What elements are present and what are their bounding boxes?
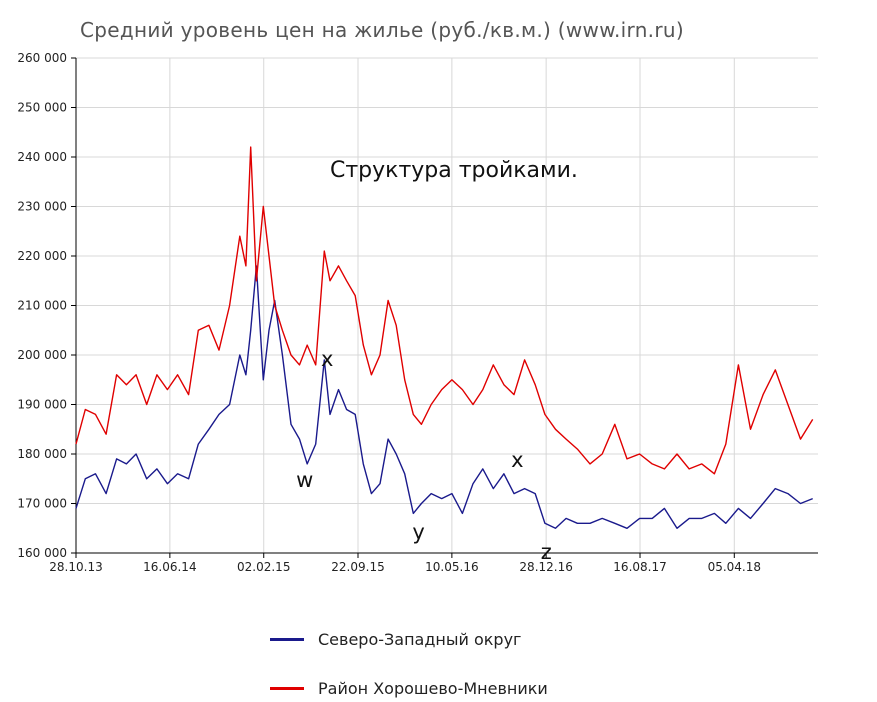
legend-label-series-1: Северо-Западный округ [318,629,522,649]
legend-swatch-series-2 [270,686,304,690]
x-tick-label: 05.04.18 [708,560,761,574]
x-tick-label: 02.02.15 [237,560,290,574]
chart-title: Средний уровень цен на жилье (руб./кв.м.… [80,18,684,42]
x-tick-label: 28.10.13 [49,560,102,574]
wave-label-w: w [296,468,314,493]
wave-label-x: x [320,346,334,371]
legend-item-series-2: Район Хорошево-Мневники [270,677,548,699]
x-tick-label: 22.09.15 [331,560,384,574]
series-line-1 [75,265,813,529]
y-tick-label: 230 000 [17,200,67,214]
chart-annotation: Структура тройками. [330,158,578,183]
legend-label-series-2: Район Хорошево-Мневники [318,678,548,698]
y-tick-label: 220 000 [17,249,67,263]
legend-swatch-series-1 [270,637,304,641]
axis-layer [71,57,818,558]
series-line-2 [75,146,814,475]
x-tick-label: 28.12.16 [519,560,572,574]
grid-layer [76,57,818,554]
wave-label-y: y [412,520,425,545]
legend-item-series-1: Северо-Западный округ [270,628,521,650]
y-tick-label: 160 000 [17,546,67,560]
tick-layer: 160 000 170 000 180 000 190 000 200 000 210 0… [17,51,761,574]
series-layer [75,146,814,529]
y-tick-label: 190 000 [17,398,67,412]
y-tick-label: 250 000 [17,101,67,115]
y-tick-label: 210 000 [17,299,67,313]
y-tick-label: 240 000 [17,150,67,164]
y-tick-label: 180 000 [17,447,67,461]
y-tick-label: 200 000 [17,348,67,362]
x-tick-label: 16.06.14 [143,560,196,574]
y-tick-label: 260 000 [17,51,67,65]
x-tick-label: 16.08.17 [613,560,666,574]
wave-label-z: z [540,540,552,564]
wave-label-x: x [511,448,524,473]
y-tick-label: 170 000 [17,497,67,511]
x-tick-label: 10.05.16 [425,560,478,574]
